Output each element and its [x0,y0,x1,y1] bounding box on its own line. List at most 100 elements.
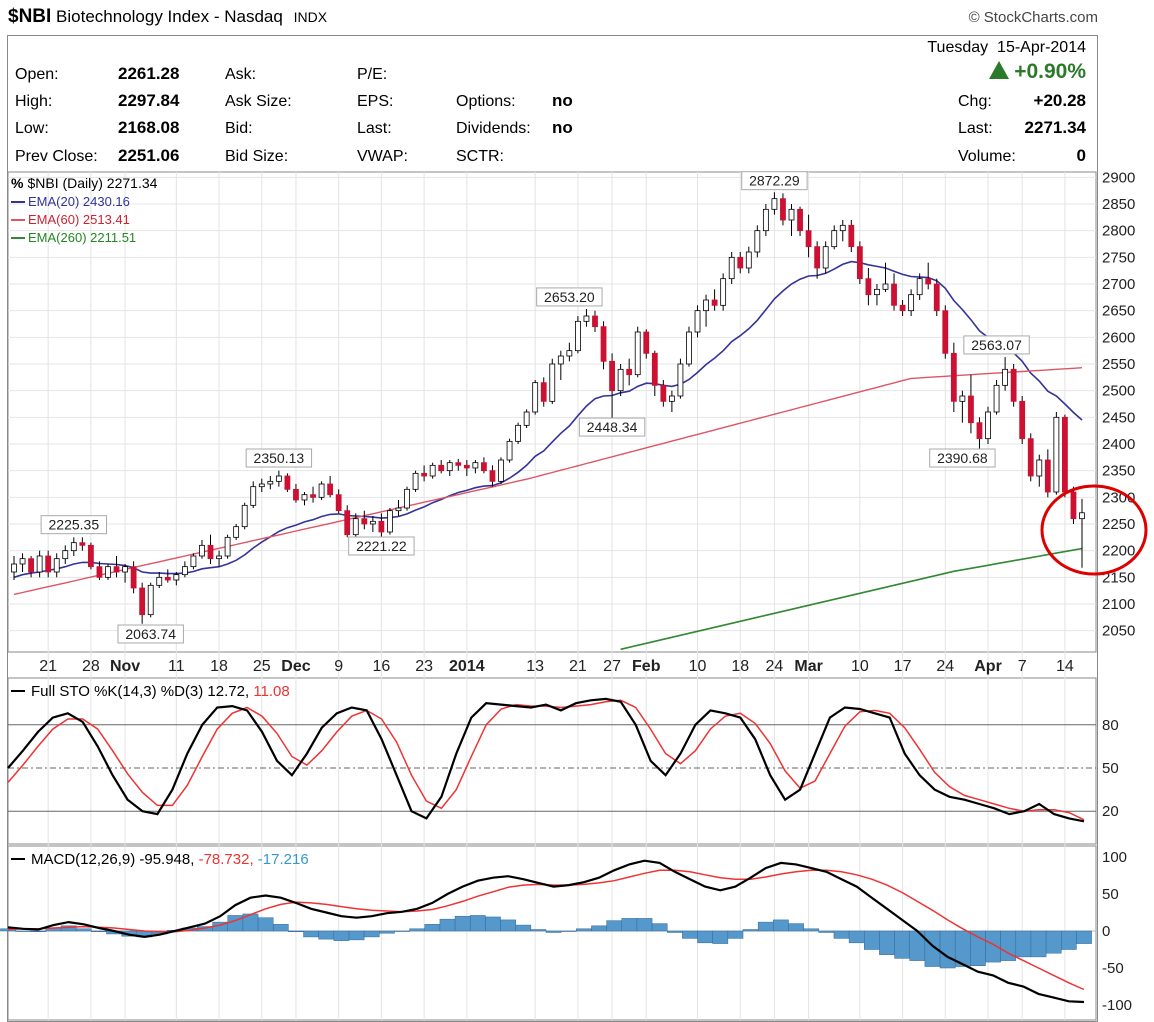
candle-body [788,208,795,221]
candle-body [968,395,974,424]
candle-body [532,382,539,413]
macd-histogram-bar [454,915,471,932]
quote-date: Tuesday 15-Apr-2014 [927,39,1086,57]
open-label: Open: [15,66,59,83]
x-tick-label: 27 [603,658,621,675]
candle-body [643,331,650,354]
macd-histogram-bar [379,930,395,934]
candle-body [677,363,684,397]
candle-body [711,299,718,306]
candle-body [950,352,957,402]
candle-body [233,526,240,538]
index-name: Biotechnology Index - Nasdaq [56,7,283,26]
candle-body [446,462,453,472]
x-tick-label: 17 [894,658,912,675]
candle-body [318,483,325,498]
price-annotation: 2653.20 [544,289,595,305]
high-label: High: [15,93,53,110]
x-tick-label: 21 [569,658,587,675]
sto-panel-frame [7,677,1097,845]
x-tick-label: 16 [372,658,390,675]
price-y-tick: 2100 [1102,596,1135,613]
candle-body [79,542,86,546]
chg-value: +20.28 [1033,91,1086,110]
macd-histogram-bar [469,915,486,932]
candle-body [805,230,812,248]
candle-body [28,558,34,573]
candle-body [139,587,146,616]
price-annotation-box [963,335,1030,355]
candle-body [105,566,111,578]
candle-body [147,584,154,616]
price-annotation-box [741,171,808,191]
ema260-line [620,547,1083,651]
sto-y-tick: 80 [1102,717,1119,734]
price-y-tick: 2150 [1102,569,1135,586]
last-trade-label: Last: [357,120,392,137]
x-tick-label: 13 [526,658,544,675]
macd-histogram-bar [848,930,865,944]
x-tick-label: 18 [731,658,749,675]
x-tick-label: 10 [689,658,707,675]
candle-body [113,566,120,573]
candle-body [404,488,410,509]
candle-body [489,470,496,482]
sto-d-line [7,699,1085,821]
volume-label: Volume: [958,148,1016,165]
macd-histogram-bar [1015,930,1032,958]
price-title-text: $NBI (Daily) 2271.34 [27,175,157,191]
macd-histogram-bar [318,930,335,940]
ask-size-label: Ask Size: [225,93,292,110]
chart-title: $NBI Biotechnology Index - Nasdaq INDX [8,6,327,28]
x-tick-label: 10 [851,658,869,675]
price-annotation: 2063.74 [125,626,176,642]
high-value: 2297.84 [118,91,180,110]
macd-histogram-bar [803,928,820,932]
x-tick-label: 14 [1056,658,1074,675]
candle-body [540,382,547,402]
macd-histogram-bar [833,930,850,939]
symbol: $NBI [8,6,52,27]
candle-body [36,555,43,573]
quote-day: Tuesday [927,39,989,56]
macd-histogram-bar [303,930,319,938]
macd-histogram-bar [818,930,835,933]
price-y-tick: 2900 [1102,169,1135,186]
macd-histogram-bar [1061,930,1077,950]
stockcharts-credit[interactable]: © StockCharts.com [968,9,1098,26]
ema20-line [13,260,1083,579]
candle-body [293,488,299,501]
candle-body [720,278,727,306]
candle-body [130,566,137,589]
macd-histogram-bar [485,916,501,932]
last-label: Last: [958,120,993,137]
macd-histogram-bar [272,924,289,932]
sto-k-line [7,697,1085,823]
candle-body [959,395,966,402]
macd-line [7,859,1085,1004]
candle-body [190,555,197,568]
candle-body [1010,368,1017,402]
candle-body [737,256,744,269]
candle-body [1002,368,1009,386]
candle-body [87,544,94,568]
price-annotation-box [40,515,108,535]
candle-body [634,331,641,376]
macd-histogram-bar [576,928,592,932]
candle-body [344,510,351,536]
candle-body [686,331,692,365]
candle-body [942,310,949,354]
candle-body [557,355,564,365]
x-tick-label: 9 [334,658,343,675]
price-y-tick: 2450 [1102,409,1135,426]
candle-body [70,542,77,552]
macd-y-tick: 50 [1102,886,1119,903]
macd-histogram-bar [545,930,562,933]
price-y-tick: 2650 [1102,303,1135,320]
candle-body [216,555,222,560]
candle-body [207,544,214,560]
macd-histogram-bar [515,924,532,932]
price-annotation: 2563.07 [971,337,1022,353]
candle-body [335,494,342,512]
prev-close-label: Prev Close: [15,148,98,165]
